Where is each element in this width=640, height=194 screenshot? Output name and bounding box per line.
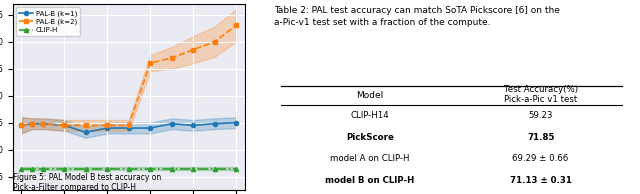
Text: Table 2: PAL test accuracy can match SoTA Pickscore [6] on the
a-Pic-v1 test set: Table 2: PAL test accuracy can match SoT… xyxy=(274,6,560,27)
CLIP-H xyxy=(39,167,47,170)
Text: model A on CLIP-H: model A on CLIP-H xyxy=(330,154,410,163)
PAL-B (k=2) xyxy=(17,124,25,126)
PAL-B (k=2) xyxy=(82,124,90,126)
Legend: PAL-B (k=1), PAL-B (k=2), CLIP-H: PAL-B (k=1), PAL-B (k=2), CLIP-H xyxy=(16,7,80,36)
Text: model B on CLIP-H: model B on CLIP-H xyxy=(325,176,415,184)
PAL-B (k=2) xyxy=(211,41,218,43)
PAL-B (k=1) xyxy=(168,123,175,125)
CLIP-H xyxy=(17,167,25,170)
PAL-B (k=1) xyxy=(147,127,154,129)
Text: PickScore: PickScore xyxy=(346,133,394,142)
PAL-B (k=2) xyxy=(189,49,197,51)
CLIP-H xyxy=(82,167,90,170)
CLIP-H xyxy=(147,167,154,170)
CLIP-H xyxy=(28,167,36,170)
Line: PAL-B (k=1): PAL-B (k=1) xyxy=(19,120,238,134)
PAL-B (k=2) xyxy=(104,124,111,126)
PAL-B (k=1) xyxy=(232,121,240,124)
PAL-B (k=2) xyxy=(168,57,175,59)
PAL-B (k=1) xyxy=(17,124,25,126)
PAL-B (k=2) xyxy=(39,123,47,125)
Text: Test Accuracy(%)
Pick-a-Pic v1 test: Test Accuracy(%) Pick-a-Pic v1 test xyxy=(504,85,577,104)
CLIP-H xyxy=(125,167,132,170)
PAL-B (k=1) xyxy=(211,123,218,125)
CLIP-H xyxy=(189,167,197,170)
PAL-B (k=2) xyxy=(60,124,68,126)
CLIP-H xyxy=(211,167,218,170)
CLIP-H xyxy=(60,167,68,170)
Line: CLIP-H: CLIP-H xyxy=(19,166,238,171)
PAL-B (k=1) xyxy=(125,127,132,129)
PAL-B (k=1) xyxy=(104,127,111,129)
PAL-B (k=1) xyxy=(28,123,36,125)
Text: CLIP-H14: CLIP-H14 xyxy=(351,111,389,120)
Text: Model: Model xyxy=(356,91,383,100)
CLIP-H xyxy=(104,167,111,170)
Text: 71.85: 71.85 xyxy=(527,133,554,142)
CLIP-H xyxy=(232,167,240,170)
PAL-B (k=2) xyxy=(232,24,240,27)
Text: 71.13 ± 0.31: 71.13 ± 0.31 xyxy=(509,176,572,184)
PAL-B (k=2) xyxy=(28,123,36,125)
Text: Figure 5: PAL Model B test accuracy on
Pick-a-Filter compared to CLIP-H: Figure 5: PAL Model B test accuracy on P… xyxy=(13,173,161,192)
Text: 69.29 ± 0.66: 69.29 ± 0.66 xyxy=(513,154,569,163)
PAL-B (k=2) xyxy=(125,124,132,126)
PAL-B (k=1) xyxy=(82,131,90,133)
Text: 59.23: 59.23 xyxy=(529,111,553,120)
Line: PAL-B (k=2): PAL-B (k=2) xyxy=(19,23,238,127)
PAL-B (k=1) xyxy=(39,123,47,125)
PAL-B (k=1) xyxy=(189,124,197,126)
PAL-B (k=1) xyxy=(60,124,68,126)
CLIP-H xyxy=(168,167,175,170)
PAL-B (k=2) xyxy=(147,62,154,64)
